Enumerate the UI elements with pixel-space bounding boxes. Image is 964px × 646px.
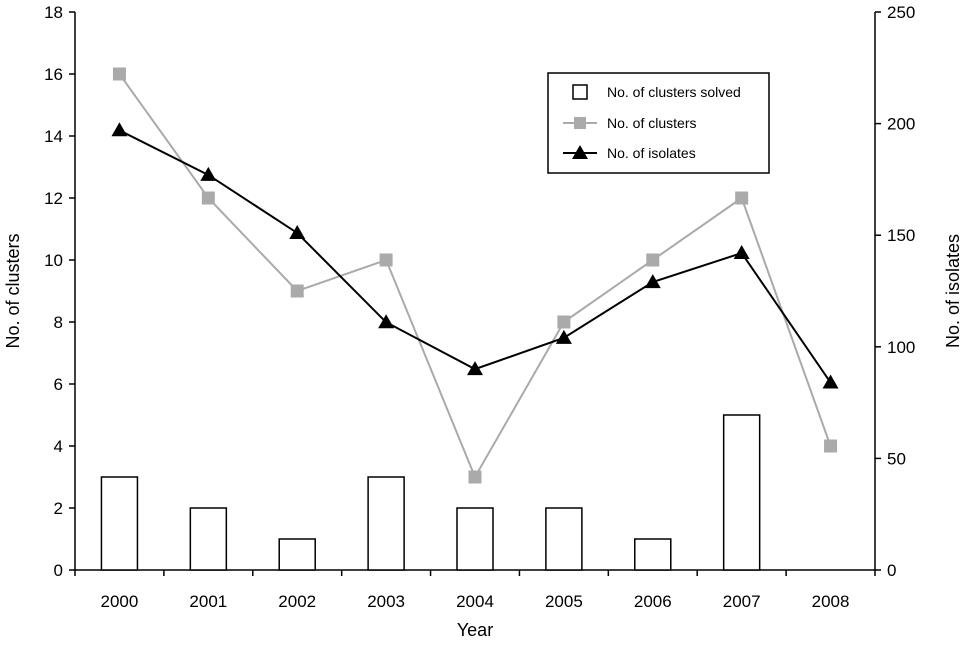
left-tick-label: 6	[54, 375, 63, 394]
x-tick-label: 2003	[367, 592, 405, 611]
right-axis-title: No. of isolates	[943, 234, 963, 348]
legend-label-clusters: No. of clusters	[607, 115, 696, 131]
isolates-point	[200, 166, 217, 181]
right-tick-label: 250	[887, 3, 915, 22]
right-tick-label: 200	[887, 115, 915, 134]
bar-clusters-solved	[189, 507, 228, 571]
x-tick-label: 2006	[634, 592, 672, 611]
bar-clusters-solved	[367, 476, 405, 571]
x-axis-title: Year	[457, 620, 493, 640]
isolates-point	[644, 274, 661, 289]
clusters-point	[468, 470, 482, 484]
left-tick-label: 18	[44, 3, 63, 22]
clusters-point	[735, 191, 749, 205]
clusters-point	[112, 67, 126, 81]
clusters-point	[379, 253, 393, 267]
x-tick-label: 2000	[101, 592, 139, 611]
clusters-point	[290, 284, 304, 298]
clusters-point	[824, 439, 838, 453]
left-tick-label: 2	[54, 499, 63, 518]
left-tick-label: 14	[44, 127, 63, 146]
x-tick-label: 2008	[812, 592, 850, 611]
x-tick-label: 2007	[723, 592, 761, 611]
clusters-point	[646, 253, 660, 267]
x-tick-label: 2005	[545, 592, 583, 611]
isolates-point	[467, 361, 483, 376]
right-tick-label: 50	[887, 449, 906, 468]
isolates-point	[822, 374, 839, 389]
lines-layer	[111, 67, 839, 484]
x-tick-label: 2004	[456, 592, 494, 611]
left-axis-title: No. of clusters	[3, 233, 23, 348]
clusters-point	[201, 191, 215, 205]
right-tick-label: 100	[887, 338, 915, 357]
isolates-point	[733, 245, 750, 260]
left-tick-label: 8	[54, 313, 63, 332]
bar-clusters-solved	[278, 538, 316, 571]
x-tick-label: 2002	[278, 592, 316, 611]
bar-clusters-solved	[545, 507, 583, 571]
bars-layer	[100, 414, 761, 571]
legend-label-isolates: No. of isolates	[607, 145, 696, 161]
x-tick-label: 2001	[189, 592, 227, 611]
legend: No. of clusters solved No. of clusters No.…	[547, 72, 770, 174]
legend-isolates-marker	[572, 145, 588, 159]
left-tick-label: 10	[44, 251, 63, 270]
legend-clusters-marker	[574, 117, 586, 129]
left-tick-label: 16	[44, 65, 63, 84]
isolates-point	[111, 122, 128, 137]
bar-clusters-solved	[456, 507, 494, 571]
clusters-point	[557, 315, 571, 329]
bar-clusters-solved	[100, 476, 139, 571]
left-tick-label: 4	[54, 437, 63, 456]
bar-clusters-solved	[634, 538, 672, 571]
right-tick-label: 0	[887, 561, 896, 580]
right-tick-label: 150	[887, 226, 915, 245]
left-tick-label: 0	[54, 561, 63, 580]
legend-label-clusters-solved: No. of clusters solved	[607, 84, 741, 100]
isolates-point	[555, 329, 572, 344]
isolates-point	[378, 314, 395, 329]
legend-bar-swatch	[572, 84, 588, 100]
left-tick-label: 12	[44, 189, 63, 208]
isolates-point	[289, 224, 306, 239]
bar-clusters-solved	[722, 414, 761, 571]
